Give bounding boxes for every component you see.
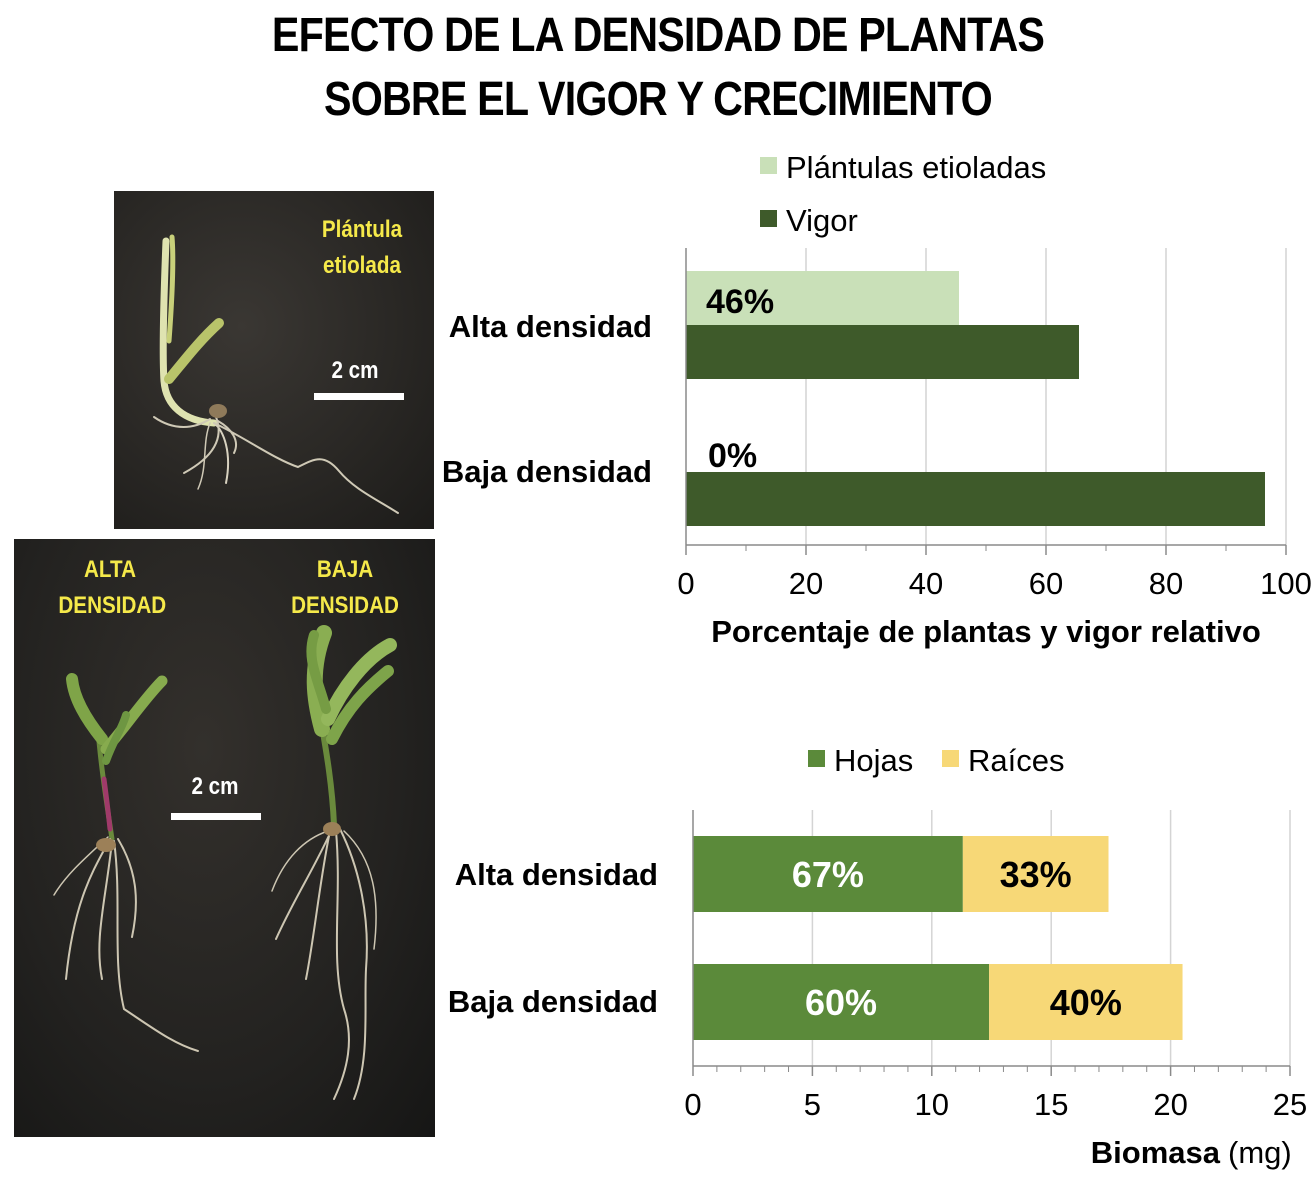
chart2-bars: 67% 33% 60% 40% bbox=[693, 836, 1183, 1040]
chart1-bar-vigor bbox=[686, 472, 1265, 526]
chart2-data-label: 33% bbox=[1000, 854, 1072, 895]
chart2-tick-label: 25 bbox=[1273, 1087, 1307, 1122]
chart2-legend: Hojas Raíces bbox=[808, 743, 1064, 778]
chart2-data-label: 60% bbox=[805, 982, 877, 1023]
chart2-category-baja: Baja densidad bbox=[448, 984, 658, 1019]
etiolated-seedling-illustration bbox=[153, 234, 399, 514]
chart1-bar-etioladas bbox=[686, 271, 959, 325]
chart1-tick-label: 60 bbox=[1029, 566, 1063, 601]
chart2-bar-raices bbox=[962, 836, 1109, 912]
chart2-tick-label: 10 bbox=[915, 1087, 949, 1122]
chart2-bar-hojas bbox=[693, 836, 963, 912]
legend-label-etioladas: Plántulas etioladas bbox=[786, 150, 1046, 185]
chart2-category-alta: Alta densidad bbox=[455, 857, 658, 892]
chart2-x-axis-title-unit: (mg) bbox=[1228, 1135, 1292, 1170]
chart1-bars bbox=[686, 271, 1265, 526]
chart2-bar-raices bbox=[989, 964, 1183, 1040]
high-density-label-line1: ALTA bbox=[84, 556, 136, 583]
legend-swatch-hojas bbox=[808, 750, 825, 767]
chart1-tick-label: 40 bbox=[909, 566, 943, 601]
chart1-axis: 0 20 40 60 80 100 bbox=[677, 248, 1312, 601]
legend-label-vigor: Vigor bbox=[786, 203, 858, 238]
chart1-bar-vigor bbox=[686, 325, 1079, 379]
legend-swatch-etioladas bbox=[760, 157, 777, 174]
legend-swatch-raices bbox=[942, 750, 959, 767]
chart1-gridlines bbox=[805, 248, 1287, 545]
scale-label-top: 2 cm bbox=[331, 357, 379, 384]
page-title-line1: EFECTO DE LA DENSIDAD DE PLANTAS bbox=[271, 9, 1045, 62]
chart1-tick-label: 0 bbox=[677, 566, 694, 601]
chart1-category-baja: Baja densidad bbox=[442, 454, 652, 489]
chart1-data-label-baja: 0% bbox=[708, 437, 757, 475]
legend-swatch-vigor bbox=[760, 210, 777, 227]
chart2-axis: 0 5 10 15 20 25 bbox=[684, 810, 1307, 1122]
scale-label-bottom: 2 cm bbox=[191, 773, 239, 800]
etiolated-seedling-photo: Plántula etiolada 2 cm bbox=[114, 191, 434, 529]
high-density-label-line2: DENSIDAD bbox=[58, 592, 167, 619]
chart1-tick-label: 100 bbox=[1260, 566, 1312, 601]
chart2-data-label: 40% bbox=[1050, 982, 1122, 1023]
chart2-gridlines bbox=[811, 810, 1291, 1066]
chart2-tick-label: 0 bbox=[684, 1087, 701, 1122]
legend-label-hojas: Hojas bbox=[834, 743, 913, 778]
page-title-line2: SOBRE EL VIGOR Y CRECIMIENTO bbox=[324, 73, 993, 126]
chart1-legend: Plántulas etioladas Vigor bbox=[760, 150, 1046, 238]
chart1-tick-label: 80 bbox=[1149, 566, 1183, 601]
chart1-data-label-alta: 46% bbox=[706, 283, 774, 321]
seedlings-illustration bbox=[53, 625, 397, 1100]
low-density-label-line2: DENSIDAD bbox=[291, 592, 399, 619]
etiolated-label-line1: Plántula bbox=[321, 216, 403, 243]
chart1-category-alta: Alta densidad bbox=[449, 309, 652, 344]
chart2-data-label: 67% bbox=[792, 854, 864, 895]
etiolated-label-line2: etiolada bbox=[322, 252, 401, 279]
low-density-label-line1: BAJA bbox=[316, 556, 374, 583]
scale-bar-bottom bbox=[171, 813, 261, 820]
chart2-x-axis-title-bold: Biomasa bbox=[1091, 1135, 1221, 1170]
legend-label-raices: Raíces bbox=[968, 743, 1064, 778]
chart2-bar-hojas bbox=[693, 964, 990, 1040]
chart2-tick-label: 5 bbox=[804, 1087, 821, 1122]
scale-bar-top bbox=[314, 393, 404, 400]
chart1-tick-label: 20 bbox=[789, 566, 823, 601]
chart2-tick-label: 20 bbox=[1153, 1087, 1187, 1122]
chart2-tick-label: 15 bbox=[1034, 1087, 1068, 1122]
density-comparison-photo: ALTA DENSIDAD BAJA DENSIDAD 2 cm bbox=[14, 539, 435, 1137]
chart1-x-axis-title: Porcentaje de plantas y vigor relativo bbox=[711, 614, 1261, 649]
